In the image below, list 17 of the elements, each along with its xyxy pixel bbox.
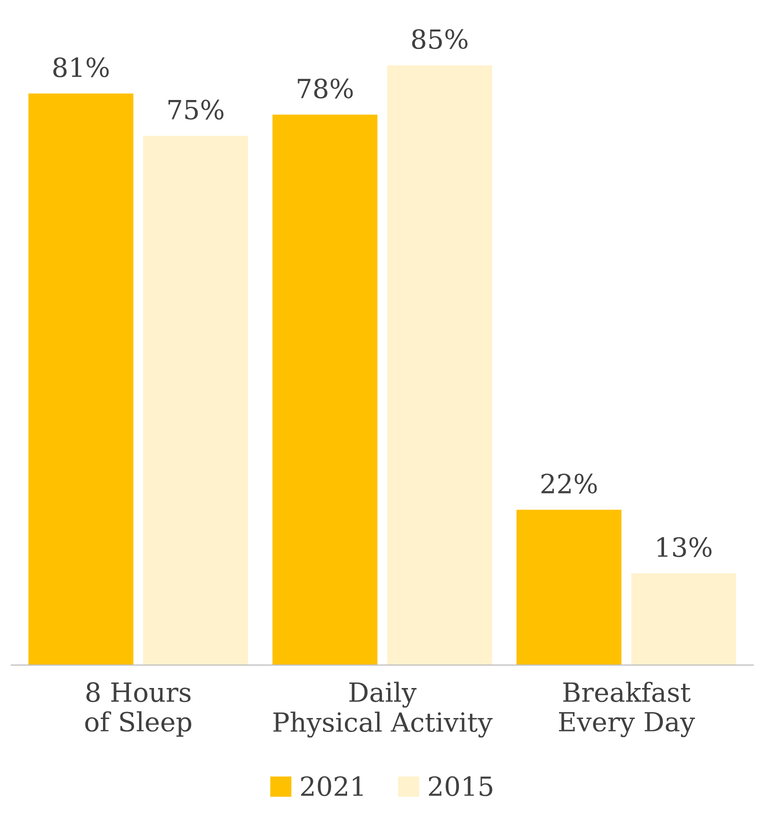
x-tick-label: 8 Hours of Sleep	[85, 682, 192, 737]
data-label: 78%	[298, 78, 353, 98]
bar	[631, 573, 736, 666]
legend-label: 2021	[301, 776, 363, 796]
x-tick-label: Daily Physical Activity	[273, 682, 493, 738]
bar	[516, 510, 622, 666]
data-label: 22%	[541, 474, 597, 494]
bar	[28, 94, 134, 666]
bar	[272, 114, 378, 666]
data-label: 81%	[53, 57, 109, 78]
data-label: 13%	[658, 537, 712, 558]
data-label: 85%	[412, 29, 468, 50]
x-tick-label: Breakfast Every Day	[559, 682, 695, 738]
bar	[387, 65, 492, 666]
legend-label: 2015	[428, 776, 492, 796]
data-label: 75%	[168, 100, 224, 120]
bar	[143, 136, 248, 666]
